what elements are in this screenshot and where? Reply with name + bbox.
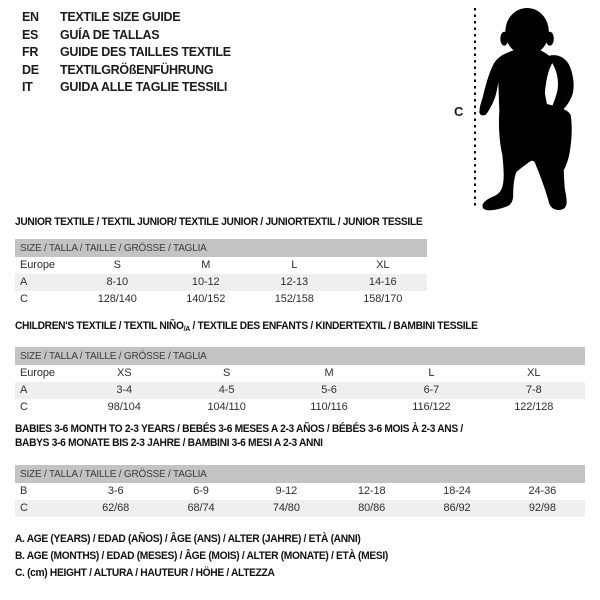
baby-height-figure: C [440,0,600,215]
language-title: TEXTILGRÖßENFÜHRUNG [60,62,214,77]
size-cell: XS [116,367,132,379]
height-dotted-line [474,8,476,206]
age-cell: 9-12 [275,485,298,497]
size-header-band: SIZE / TALLA / TAILLE / GRÖSSE / TAGLIA [15,465,585,483]
height-cell: 116/122 [412,401,451,413]
height-cell: 128/140 [97,293,137,305]
row-label: C [20,502,28,514]
size-cell: M [324,367,334,379]
height-cell: 158/170 [363,293,403,305]
age-cell: 24-36 [528,485,557,497]
language-title: GUIDE DES TAILLES TEXTILE [60,45,231,59]
age-cell: 18-24 [443,485,471,497]
height-cell: 92/98 [528,502,556,514]
size-cell: XL [527,367,541,379]
size-header-label: SIZE / TALLA / TAILLE / GRÖSSE / TAGLIA [20,242,207,254]
size-header-band: SIZE / TALLA / TAILLE / GRÖSSE / TAGLIA [15,347,585,365]
age-cell: 3-4 [116,384,132,396]
language-code: DE [22,62,39,77]
height-cell: 140/152 [186,293,226,305]
language-title: GUÍA DE TALLAS [60,27,160,42]
table-row: C 98/104 104/110 110/116 116/122 122/128 [15,399,585,416]
babies-title-line1: BABIES 3-6 MONTH TO 2-3 YEARS / BEBÉS 3-… [15,423,463,435]
language-row-es: ES GUÍA DE TALLAS [22,27,231,45]
age-cell: 12-18 [357,485,386,497]
row-label: B [20,485,28,497]
age-cell: 5-6 [321,384,337,396]
language-code: IT [22,80,33,94]
height-cell: 74/80 [272,502,300,514]
row-label: C [20,293,28,305]
height-cell: 86/92 [443,502,471,514]
table-row: Europe XS S M L XL [15,365,585,382]
language-row-fr: FR GUIDE DES TAILLES TEXTILE [22,44,231,62]
legend-age-years: A. AGE (YEARS) / EDAD (AÑOS) / ÂGE (ANS)… [15,533,361,545]
language-row-it: IT GUIDA ALLE TAGLIE TESSILI [22,79,231,97]
size-header-label: SIZE / TALLA / TAILLE / GRÖSSE / TAGLIA [20,350,207,362]
children-title-post: / TEXTILE DES ENFANTS / KINDERTEXTIL / B… [189,320,478,332]
language-title: TEXTILE SIZE GUIDE [60,10,181,24]
junior-table-title: JUNIOR TEXTILE / TEXTIL JUNIOR/ TEXTILE … [15,216,423,228]
babies-table-title: BABIES 3-6 MONTH TO 2-3 YEARS / BEBÉS 3-… [15,423,463,450]
size-cell: XL [376,259,390,271]
baby-silhouette-icon [479,7,574,211]
babies-size-table: SIZE / TALLA / TAILLE / GRÖSSE / TAGLIA … [15,465,585,517]
age-cell: 8-10 [106,276,129,288]
height-cell: 98/104 [107,401,141,413]
table-row: A 3-4 4-5 5-6 6-7 7-8 [15,382,585,399]
language-code: FR [22,45,39,59]
size-cell: M [201,259,211,271]
size-cell: S [222,367,231,379]
junior-size-table: SIZE / TALLA / TAILLE / GRÖSSE / TAGLIA … [15,239,427,308]
size-cell: S [113,259,121,271]
age-cell: 7-8 [525,384,542,396]
row-label: Europe [20,367,55,379]
age-cell: 12-13 [280,276,309,288]
row-label: A [20,276,28,288]
table-row: C 62/68 68/74 74/80 80/86 86/92 92/98 [15,500,585,517]
height-cell: 122/128 [514,401,554,413]
babies-title-line2: BABYS 3-6 MONATE BIS 2-3 JAHRE / BAMBINI… [15,436,323,449]
age-cell: 10-12 [191,276,220,288]
legend-footnotes: A. AGE (YEARS) / EDAD (AÑOS) / ÂGE (ANS)… [15,531,416,582]
legend-height-cm: C. (cm) HEIGHT / ALTURA / HAUTEUR / HÖHE… [15,567,275,579]
table-row: C 128/140 140/152 152/158 158/170 [15,291,427,308]
height-cell: 110/116 [310,401,348,413]
size-header-band: SIZE / TALLA / TAILLE / GRÖSSE / TAGLIA [15,239,427,257]
language-code: EN [22,10,39,24]
row-label: C [20,401,28,413]
table-row: Europe S M L XL [15,257,427,274]
age-cell: 3-6 [107,485,124,497]
row-label: Europe [20,259,55,271]
size-cell: L [291,259,298,271]
size-cell: L [428,367,435,379]
language-title: GUIDA ALLE TAGLIE TESSILI [60,80,228,94]
age-cell: 6-7 [423,384,440,396]
children-title-subscript: /A [183,324,191,333]
language-row-de: DE TEXTILGRÖßENFÜHRUNG [22,62,231,80]
row-label: A [20,384,28,396]
height-cell: 152/158 [274,293,314,305]
size-header-label: SIZE / TALLA / TAILLE / GRÖSSE / TAGLIA [20,468,207,480]
language-code: ES [22,27,39,42]
table-row: A 8-10 10-12 12-13 14-16 [15,274,427,291]
height-cell: 68/74 [187,502,215,514]
table-row: B 3-6 6-9 9-12 12-18 18-24 24-36 [15,483,585,500]
age-cell: 14-16 [368,276,397,288]
language-row-en: EN TEXTILE SIZE GUIDE [22,9,231,27]
height-cell: 104/110 [207,401,246,413]
age-cell: 4-5 [218,384,235,396]
language-list: EN TEXTILE SIZE GUIDE ES GUÍA DE TALLAS … [22,9,231,97]
age-cell: 6-9 [193,485,209,497]
height-measure-label: C [454,104,464,119]
height-cell: 62/68 [102,502,130,514]
children-title-pre: CHILDREN'S TEXTILE / TEXTIL NIÑO [15,320,184,332]
children-size-table: SIZE / TALLA / TAILLE / GRÖSSE / TAGLIA … [15,347,585,416]
height-cell: 80/86 [358,502,386,514]
legend-age-months: B. AGE (MONTHS) / EDAD (MESES) / ÂGE (MO… [15,550,388,562]
children-table-title: CHILDREN'S TEXTILE / TEXTIL NIÑO/A / TEX… [15,320,478,336]
